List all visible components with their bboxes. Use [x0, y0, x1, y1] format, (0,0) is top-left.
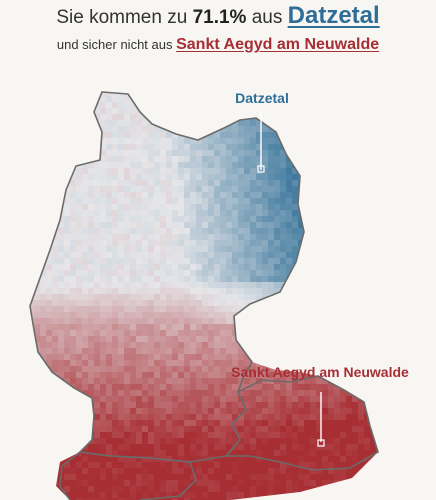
match-percentage: 71.1% — [192, 7, 247, 28]
map-cells — [30, 92, 378, 500]
worst-match-link[interactable]: Sankt Aegyd am Neuwalde — [176, 36, 380, 53]
best-match-link[interactable]: Datzetal — [287, 2, 380, 29]
subline-prefix: und sicher nicht aus — [56, 37, 173, 52]
headline-middle: aus — [251, 7, 283, 28]
subline: und sicher nicht aus Sankt Aegyd am Neuw… — [0, 36, 436, 54]
headline-prefix: Sie kommen zu — [56, 7, 188, 28]
region-borders — [29, 91, 379, 500]
worst-match-marker: Sankt Aegyd am Neuwalde — [231, 364, 409, 447]
country-border-switzerland — [59, 451, 197, 500]
best-match-marker: Datzetal — [235, 90, 289, 173]
country-border-austria — [224, 375, 379, 471]
best-match-label: Datzetal — [235, 90, 289, 106]
headline: Sie kommen zu 71.1% aus Datzetal — [0, 2, 436, 30]
worst-match-label: Sankt Aegyd am Neuwalde — [231, 364, 409, 380]
